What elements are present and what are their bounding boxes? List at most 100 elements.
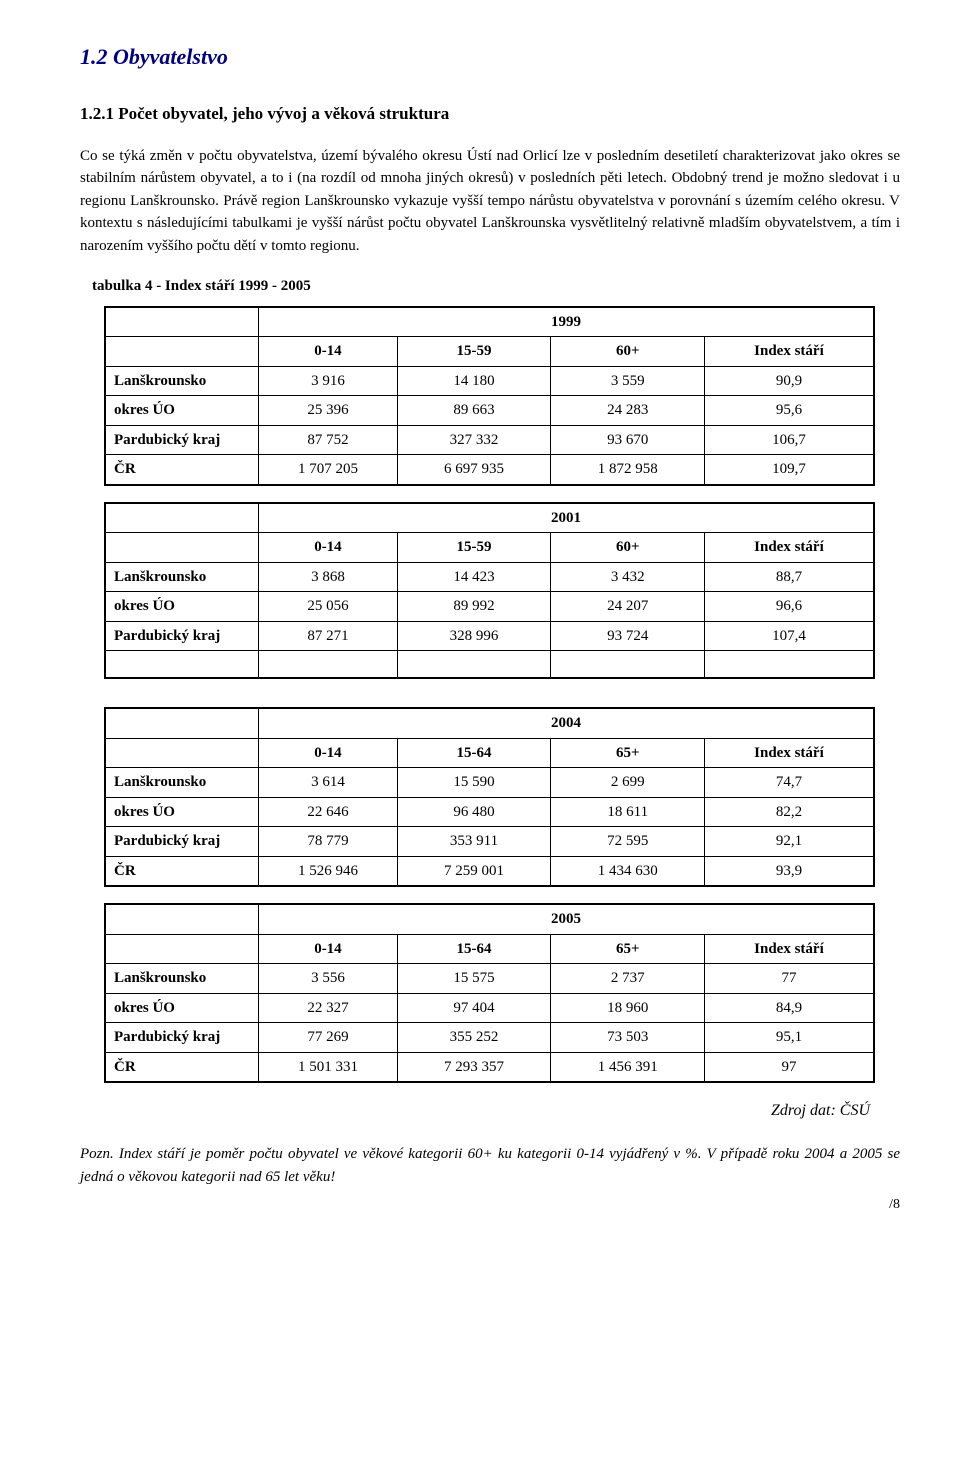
table-year-cell: 1999 xyxy=(259,307,874,337)
table-year-cell: 2004 xyxy=(259,708,874,738)
table-row-header: Lanškrounsko xyxy=(105,562,259,592)
table-row-header: okres ÚO xyxy=(105,797,259,827)
table-cell: 97 xyxy=(705,1052,874,1082)
table-cell xyxy=(397,651,551,679)
table-row-header: Pardubický kraj xyxy=(105,425,259,455)
table-corner-cell xyxy=(105,307,259,337)
table-cell: 18 611 xyxy=(551,797,705,827)
subsection-heading: 1.2.1 Počet obyvatel, jeho vývoj a věkov… xyxy=(80,101,900,127)
table-cell xyxy=(259,651,397,679)
table-cell: 96 480 xyxy=(397,797,551,827)
table-col-header: 15-64 xyxy=(397,738,551,768)
table-cell: 87 271 xyxy=(259,621,397,651)
table-cell: 95,6 xyxy=(705,396,874,426)
table-row-header: Pardubický kraj xyxy=(105,1023,259,1053)
table-cell: 15 575 xyxy=(397,964,551,994)
table-cell: 24 283 xyxy=(551,396,705,426)
table-cell: 1 872 958 xyxy=(551,455,705,485)
table-cell: 7 293 357 xyxy=(397,1052,551,1082)
table-cell: 93 724 xyxy=(551,621,705,651)
data-table-2001: 20010-1415-5960+Index stáříLanškrounsko3… xyxy=(104,502,875,680)
table-col-header: 0-14 xyxy=(259,337,397,367)
table-cell: 78 779 xyxy=(259,827,397,857)
table-rowhdr-empty xyxy=(105,337,259,367)
table-cell: 96,6 xyxy=(705,592,874,622)
table-cell: 84,9 xyxy=(705,993,874,1023)
table-col-header: 60+ xyxy=(551,337,705,367)
table-col-header: Index stáří xyxy=(705,533,874,563)
data-table-2004: 20040-1415-6465+Index stáříLanškrounsko3… xyxy=(104,707,875,887)
table-caption: tabulka 4 - Index stáří 1999 - 2005 xyxy=(92,275,900,298)
table-cell xyxy=(705,651,874,679)
table-row-header: okres ÚO xyxy=(105,993,259,1023)
table-cell xyxy=(551,651,705,679)
table-cell: 2 699 xyxy=(551,768,705,798)
table-cell: 77 xyxy=(705,964,874,994)
table-row-header: ČR xyxy=(105,1052,259,1082)
table-cell: 106,7 xyxy=(705,425,874,455)
data-source: Zdroj dat: ČSÚ xyxy=(80,1099,870,1123)
table-rowhdr-empty xyxy=(105,934,259,964)
table-corner-cell xyxy=(105,708,259,738)
table-cell: 25 056 xyxy=(259,592,397,622)
table-cell: 3 916 xyxy=(259,366,397,396)
table-cell: 14 180 xyxy=(397,366,551,396)
table-cell: 1 707 205 xyxy=(259,455,397,485)
table-row-header: Pardubický kraj xyxy=(105,827,259,857)
table-year-cell: 2005 xyxy=(259,904,874,934)
table-cell: 22 327 xyxy=(259,993,397,1023)
table-cell: 3 559 xyxy=(551,366,705,396)
table-row-header: ČR xyxy=(105,455,259,485)
table-row-header: ČR xyxy=(105,856,259,886)
footnote: Pozn. Index stáří je poměr počtu obyvate… xyxy=(80,1143,900,1188)
table-cell: 24 207 xyxy=(551,592,705,622)
table-col-header: 15-59 xyxy=(397,533,551,563)
table-cell: 3 868 xyxy=(259,562,397,592)
table-cell: 3 432 xyxy=(551,562,705,592)
table-cell: 93 670 xyxy=(551,425,705,455)
table-col-header: Index stáří xyxy=(705,738,874,768)
table-cell: 95,1 xyxy=(705,1023,874,1053)
page-number: /8 xyxy=(80,1194,900,1215)
table-cell: 3 614 xyxy=(259,768,397,798)
table-corner-cell xyxy=(105,503,259,533)
table-cell: 89 663 xyxy=(397,396,551,426)
table-cell: 90,9 xyxy=(705,366,874,396)
tables-container: 19990-1415-5960+Index stáříLanškrounsko3… xyxy=(80,306,900,1084)
table-cell: 88,7 xyxy=(705,562,874,592)
table-row-header: okres ÚO xyxy=(105,592,259,622)
table-cell: 87 752 xyxy=(259,425,397,455)
table-row-header: Lanškrounsko xyxy=(105,964,259,994)
table-row-header: Lanškrounsko xyxy=(105,768,259,798)
table-cell: 18 960 xyxy=(551,993,705,1023)
table-cell: 74,7 xyxy=(705,768,874,798)
data-table-1999: 19990-1415-5960+Index stáříLanškrounsko3… xyxy=(104,306,875,486)
table-cell: 22 646 xyxy=(259,797,397,827)
table-row-header: Pardubický kraj xyxy=(105,621,259,651)
table-cell: 73 503 xyxy=(551,1023,705,1053)
table-col-header: 60+ xyxy=(551,533,705,563)
table-cell: 89 992 xyxy=(397,592,551,622)
table-col-header: 0-14 xyxy=(259,533,397,563)
table-row-header xyxy=(105,651,259,679)
table-col-header: 0-14 xyxy=(259,934,397,964)
table-col-header: 65+ xyxy=(551,738,705,768)
table-cell: 107,4 xyxy=(705,621,874,651)
table-rowhdr-empty xyxy=(105,738,259,768)
data-table-2005: 20050-1415-6465+Index stáříLanškrounsko3… xyxy=(104,903,875,1083)
table-cell: 25 396 xyxy=(259,396,397,426)
table-col-header: 65+ xyxy=(551,934,705,964)
table-cell: 355 252 xyxy=(397,1023,551,1053)
table-cell: 1 434 630 xyxy=(551,856,705,886)
section-heading: 1.2 Obyvatelstvo xyxy=(80,40,900,73)
table-col-header: Index stáří xyxy=(705,337,874,367)
table-cell: 77 269 xyxy=(259,1023,397,1053)
table-cell: 92,1 xyxy=(705,827,874,857)
table-cell: 1 501 331 xyxy=(259,1052,397,1082)
table-cell: 14 423 xyxy=(397,562,551,592)
table-col-header: Index stáří xyxy=(705,934,874,964)
table-cell: 82,2 xyxy=(705,797,874,827)
table-cell: 3 556 xyxy=(259,964,397,994)
table-cell: 7 259 001 xyxy=(397,856,551,886)
body-paragraph: Co se týká změn v počtu obyvatelstva, úz… xyxy=(80,145,900,258)
